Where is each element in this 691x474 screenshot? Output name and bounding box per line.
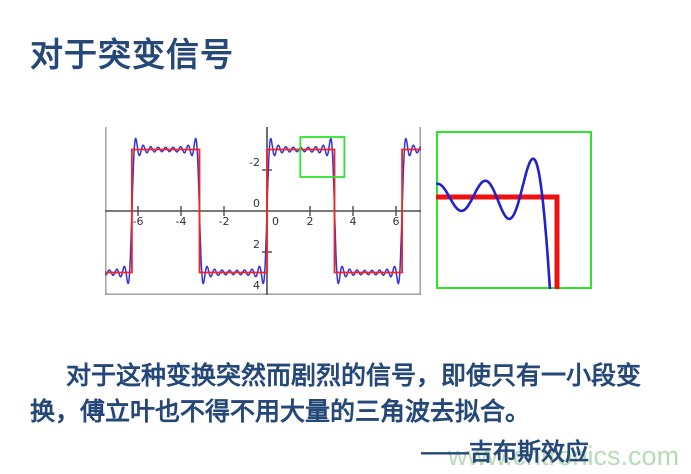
svg-text:6: 6 [393, 215, 400, 228]
svg-text:-2: -2 [219, 215, 230, 228]
svg-text:0: 0 [272, 215, 279, 228]
svg-text:4: 4 [350, 215, 357, 228]
watermark: www.cntronics.com [448, 441, 680, 471]
svg-text:-2: -2 [249, 156, 260, 169]
svg-text:4: 4 [253, 279, 260, 292]
page-title: 对于突变信号 [30, 36, 234, 74]
figures-area: -6 -4 -2 0 2 4 6 -2 0 2 4 [105, 127, 592, 295]
gibbs-caption: ——吉布斯效应 [421, 439, 589, 466]
svg-text:2: 2 [253, 238, 260, 251]
body-text-line1: 对于这种变换突然而剧烈的信号，即使只有一小段变 [66, 362, 642, 390]
body-text-line2: 换，傅立叶也不得不用大量的三角波去拟合。 [30, 398, 531, 426]
svg-text:-4: -4 [176, 215, 187, 228]
svg-text:2: 2 [307, 215, 314, 228]
gibbs-zoom-plot [436, 131, 592, 289]
svg-text:-6: -6 [133, 215, 144, 228]
svg-text:0: 0 [253, 197, 260, 210]
